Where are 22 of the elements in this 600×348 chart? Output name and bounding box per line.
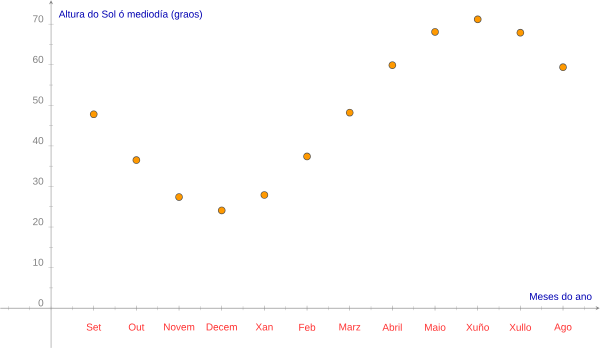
y-tick-label: 60 (33, 56, 44, 63)
y-tick-label: 10 (33, 258, 44, 266)
x-tick-label: Ago (554, 323, 572, 332)
x-tick-label: Xullo (509, 323, 532, 331)
y-tick-label: 0 (38, 299, 44, 306)
y-tick-label: 40 (32, 136, 44, 144)
x-tick-label: Marz (339, 323, 360, 330)
y-tick-label: 20 (33, 218, 44, 226)
y-axis-title: Altura do Sol ó mediodía (graos) (58, 10, 202, 20)
y-tick-label: 70 (33, 15, 44, 22)
x-tick-label: Abril (382, 323, 402, 331)
x-tick-label: Feb (299, 323, 316, 331)
x-tick-label: Novem (164, 323, 194, 330)
y-tick-label: 50 (32, 96, 44, 104)
x-tick-label: Out (128, 323, 144, 331)
x-tick-label: Set (86, 323, 102, 331)
x-tick-label: Xan (256, 323, 273, 330)
x-tick-label: Decem (206, 323, 237, 330)
x-axis-title: Meses do ano (530, 292, 592, 300)
x-tick-label: Maio (425, 323, 446, 331)
y-tick-label: 30 (32, 178, 44, 185)
x-tick-label: Xuño (466, 323, 489, 331)
